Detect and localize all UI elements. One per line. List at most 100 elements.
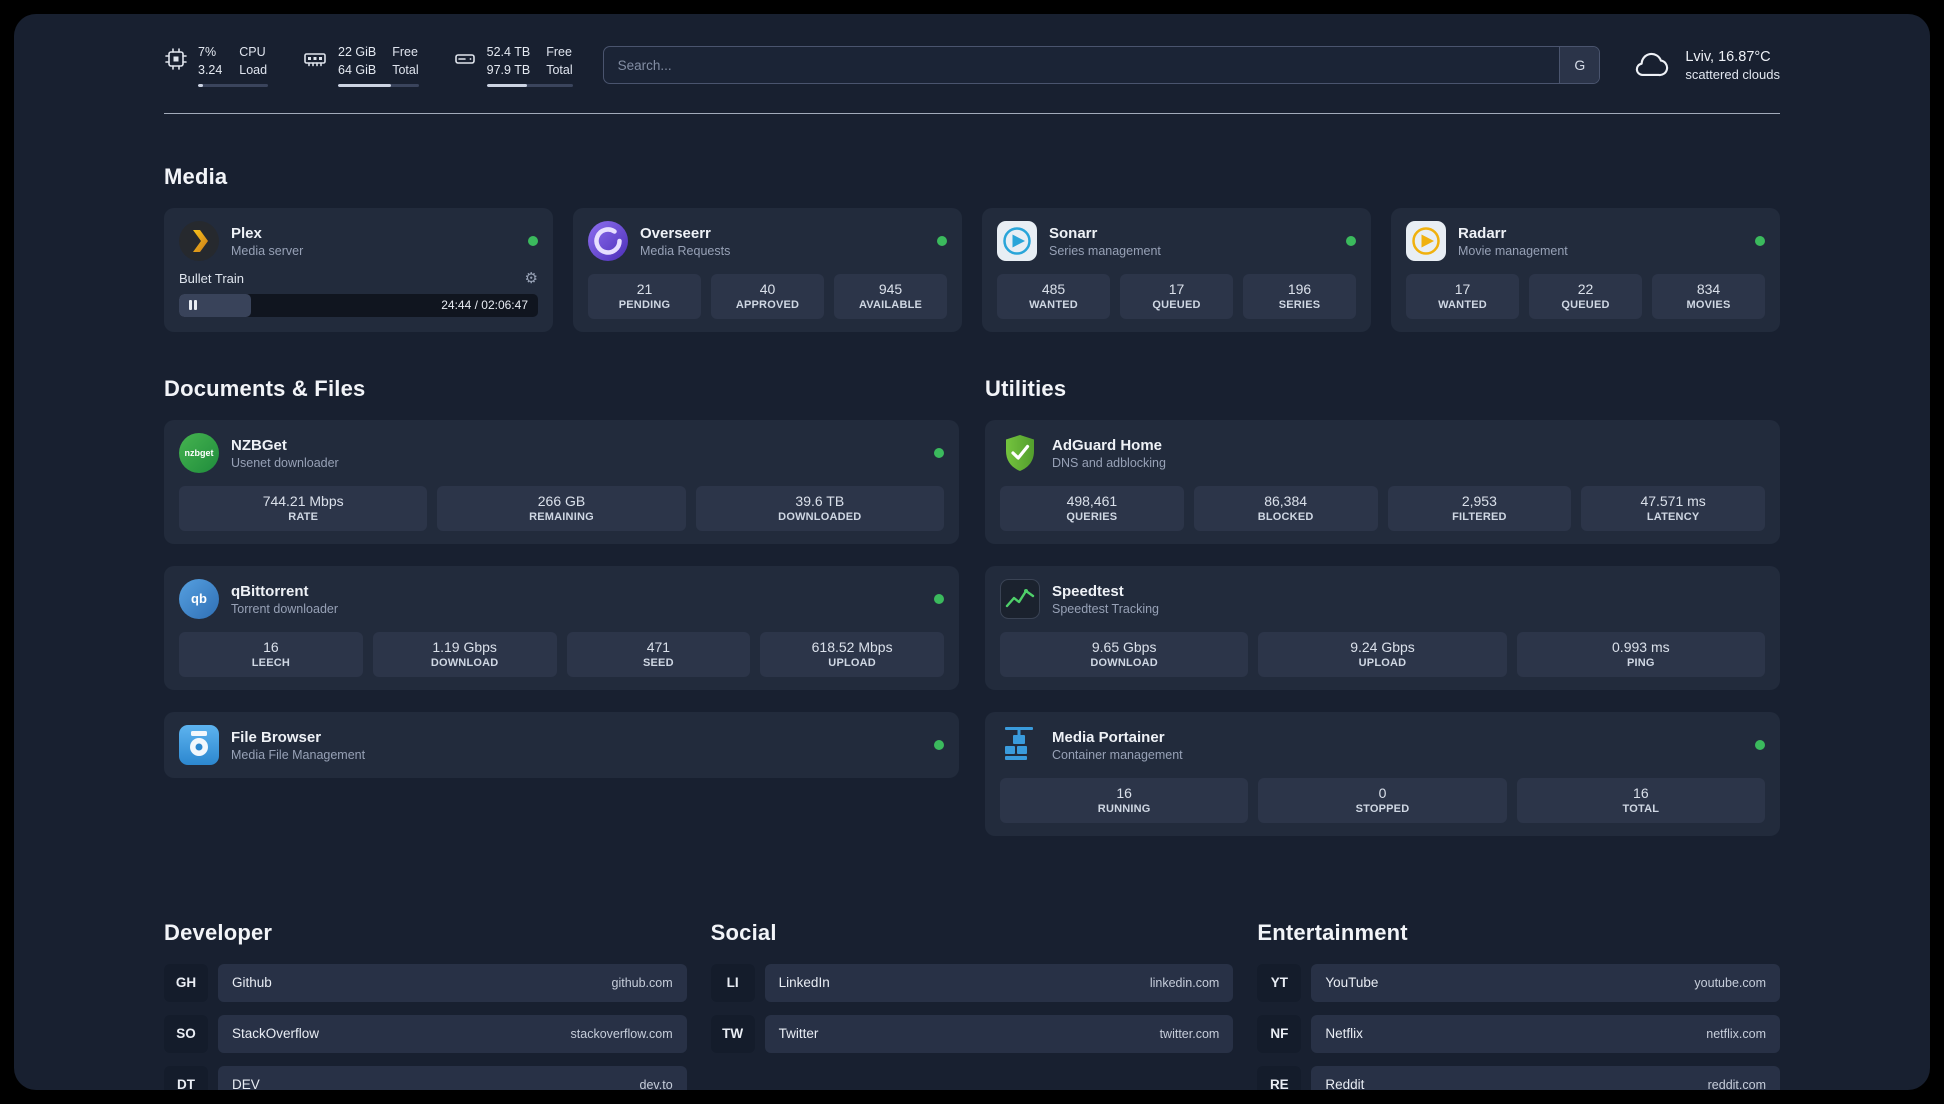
app-name: Overseerr [640, 225, 711, 242]
section-title-utilities: Utilities [985, 375, 1067, 401]
stat-running: 16 RUNNING [1000, 777, 1249, 823]
header-divider [164, 112, 1780, 114]
section-entertainment: Entertainment YT YouTube youtube.com NF … [1257, 920, 1780, 1090]
stat-upload: 9.24 Gbps UPLOAD [1258, 631, 1507, 677]
radarr-icon [1406, 220, 1446, 261]
bookmark-link[interactable]: StackOverflow stackoverflow.com [218, 1014, 687, 1053]
linkedin-abbr-icon: LI [710, 963, 755, 1002]
bookmark-link[interactable]: Twitter twitter.com [764, 1014, 1234, 1053]
stat-wanted: 17 WANTED [1406, 273, 1519, 319]
bookmark-netflix: NF Netflix netflix.com [1257, 1014, 1780, 1053]
app-name: Sonarr [1049, 225, 1098, 242]
app-card-filebrowser[interactable]: File Browser Media File Management [164, 711, 959, 778]
bookmark-link[interactable]: YouTube youtube.com [1311, 963, 1780, 1002]
stat-blocked: 86,384 BLOCKED [1193, 485, 1378, 531]
portainer-icon [1000, 725, 1040, 765]
bookmark-link[interactable]: Netflix netflix.com [1311, 1014, 1780, 1053]
app-card-speedtest[interactable]: Speedtest Speedtest Tracking 9.65 Gbps D… [985, 565, 1780, 690]
cloud-icon [1630, 48, 1672, 82]
reddit-abbr-icon: RE [1257, 1065, 1302, 1090]
bookmark-link[interactable]: LinkedIn linkedin.com [764, 963, 1234, 1002]
app-card-portainer[interactable]: Media Portainer Container management 16 … [985, 711, 1780, 836]
app-card-plex[interactable]: Plex Media server Bullet Train ⚙ 24:44 /… [164, 207, 553, 332]
ram-free-value: 22 GiB [338, 45, 377, 59]
disk-widget: 52.4 TB Free 97.9 TB Total [453, 44, 573, 87]
stat-queued: 17 QUEUED [1120, 273, 1233, 319]
cpu-load-value: 3.24 [198, 62, 223, 77]
bookmark-github: GH Github github.com [164, 963, 687, 1002]
ram-free-label: Free [392, 45, 418, 59]
dashboard: 7% CPU 3.24 Load [14, 14, 1930, 1090]
stat-queries: 498,461 QUERIES [1000, 485, 1184, 531]
cpu-percent: 7% [198, 45, 217, 59]
status-dot [1755, 739, 1765, 750]
disk-free-value: 52.4 TB [486, 45, 531, 59]
speedtest-icon [1000, 578, 1040, 619]
bookmark-reddit: RE Reddit reddit.com [1257, 1065, 1780, 1090]
adguard-icon [1000, 433, 1040, 473]
stat-available: 945 AVAILABLE [834, 273, 947, 319]
stat-seed: 471 SEED [566, 631, 751, 677]
stat-pending: 21 PENDING [588, 273, 701, 319]
app-card-radarr[interactable]: Radarr Movie management 17 WANTED 22 QUE… [1391, 207, 1780, 332]
twitter-abbr-icon: TW [710, 1014, 755, 1053]
cpu-label: CPU [239, 45, 266, 59]
ram-usage-fill [338, 83, 392, 87]
app-subtitle: Container management [1052, 747, 1183, 762]
bookmark-dev: DT DEV dev.to [164, 1065, 687, 1090]
qbittorrent-icon: qb [179, 578, 219, 619]
section-title-documents: Documents & Files [164, 375, 366, 401]
app-subtitle: Usenet downloader [231, 455, 339, 470]
app-name: Radarr [1458, 225, 1507, 242]
top-bar: 7% CPU 3.24 Load [164, 44, 1780, 87]
stat-ping: 0.993 ms PING [1516, 631, 1765, 677]
weather-condition: scattered clouds [1685, 66, 1780, 82]
section-social: Social LI LinkedIn linkedin.com TW Twitt… [710, 919, 1234, 1090]
app-card-nzbget[interactable]: nzbget NZBGet Usenet downloader 744.21 M… [164, 419, 959, 544]
overseerr-icon [588, 220, 628, 261]
ram-total-label: Total [392, 62, 419, 77]
ram-icon [302, 47, 328, 71]
stat-total: 16 TOTAL [1516, 777, 1765, 823]
section-documents: Documents & Files nzbget NZBGet Usenet d… [164, 376, 959, 858]
search-bar: G [602, 46, 1601, 85]
app-card-qbittorrent[interactable]: qb qBittorrent Torrent downloader 16 LEE… [164, 565, 959, 690]
app-card-sonarr[interactable]: Sonarr Series management 485 WANTED 17 Q… [982, 207, 1371, 332]
stat-leech: 16 LEECH [179, 631, 363, 677]
app-name: Plex [231, 225, 262, 242]
search-input[interactable] [603, 47, 1560, 84]
dev-abbr-icon: DT [164, 1065, 208, 1090]
search-engine-button[interactable]: G [1559, 47, 1600, 84]
app-card-overseerr[interactable]: Overseerr Media Requests 21 PENDING 40 A… [573, 207, 962, 332]
stat-download: 9.65 Gbps DOWNLOAD [1000, 631, 1249, 677]
section-title-social: Social [710, 919, 777, 945]
app-subtitle: Media File Management [231, 747, 366, 762]
stat-remaining: 266 GB REMAINING [437, 485, 686, 531]
stat-approved: 40 APPROVED [711, 273, 824, 319]
disk-total-label: Total [546, 62, 573, 77]
stackoverflow-abbr-icon: SO [164, 1014, 208, 1053]
bookmark-link[interactable]: DEV dev.to [218, 1065, 687, 1090]
bookmark-youtube: YT YouTube youtube.com [1257, 963, 1780, 1002]
playback-progress-fill [179, 293, 251, 317]
bookmark-link[interactable]: Reddit reddit.com [1311, 1065, 1780, 1090]
status-dot [934, 593, 944, 604]
app-name: Speedtest [1052, 583, 1124, 600]
bookmark-link[interactable]: Github github.com [218, 963, 687, 1002]
disk-total-value: 97.9 TB [486, 62, 531, 77]
disk-free-label: Free [546, 45, 572, 59]
gear-icon[interactable]: ⚙ [524, 269, 538, 287]
youtube-abbr-icon: YT [1257, 963, 1302, 1002]
section-title-developer: Developer [164, 919, 273, 945]
app-card-adguard[interactable]: AdGuard Home DNS and adblocking 498,461 … [985, 419, 1780, 544]
bookmark-linkedin: LI LinkedIn linkedin.com [710, 963, 1234, 1002]
stat-filtered: 2,953 FILTERED [1387, 485, 1572, 531]
system-stats: 7% CPU 3.24 Load [164, 44, 573, 87]
cpu-usage-fill [198, 83, 203, 87]
app-subtitle: DNS and adblocking [1052, 455, 1166, 470]
nzbget-icon: nzbget [179, 432, 219, 473]
sonarr-icon [997, 220, 1037, 261]
cpu-usage-bar [198, 83, 268, 87]
app-subtitle: Speedtest Tracking [1052, 601, 1160, 616]
